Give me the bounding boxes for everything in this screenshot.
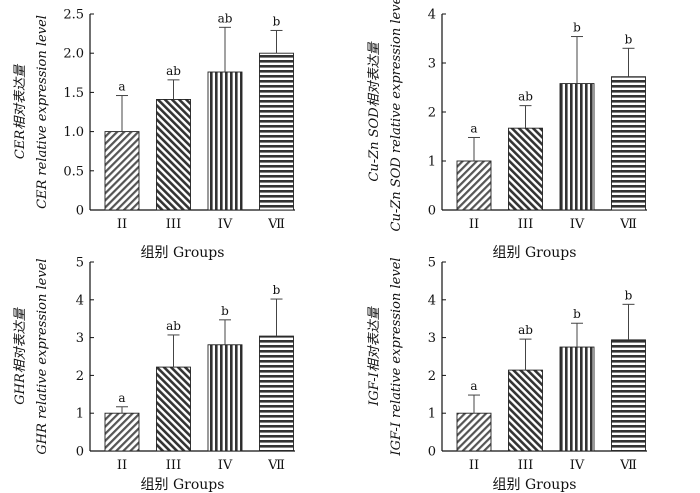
- y-tick-label: 4: [428, 293, 436, 308]
- x-tick-label: IV: [570, 217, 585, 232]
- x-tick-label: III: [166, 217, 181, 232]
- y-tick-label: 2.5: [63, 8, 84, 23]
- significance-label: b: [573, 307, 581, 321]
- y-tick-label: 0: [76, 445, 84, 460]
- significance-label: ab: [166, 319, 181, 333]
- y-axis-label: IGF-Ⅰ相对表达量: [367, 305, 382, 406]
- bar-2: [508, 127, 543, 211]
- chart-panel-1: 0 0.5 1.0 1.5 2.0 2.5 a II ab III ab IV b Ⅶ 组别 Groups C…: [13, 8, 295, 261]
- y-axis-label: Cu-Zn SOD relative expression level: [389, 0, 404, 231]
- y-tick-label: 1: [428, 155, 436, 170]
- y-tick-label: 0: [76, 204, 84, 219]
- y-axis-label: CER relative expression level: [35, 15, 50, 209]
- significance-label: b: [625, 288, 633, 302]
- bar-4: [611, 76, 646, 211]
- y-tick-label: 4: [428, 8, 436, 23]
- significance-label: b: [573, 21, 581, 35]
- y-tick-label: 1.0: [63, 125, 84, 140]
- x-tick-label: Ⅶ: [619, 458, 637, 473]
- significance-label: a: [118, 391, 125, 405]
- x-axis-label: 组别 Groups: [141, 245, 225, 261]
- significance-label: b: [273, 14, 281, 28]
- bar-2: [156, 99, 191, 211]
- y-axis-label: CER相对表达量: [13, 63, 28, 159]
- chart-panel-4: 0 1 2 3 4 5 a II ab III b IV b Ⅶ 组别 Groups IGF-Ⅰ相对表达量 IG…: [367, 256, 647, 493]
- x-tick-label: III: [518, 217, 533, 232]
- y-axis-label: GHR relative expression level: [35, 258, 50, 454]
- x-axis-label: 组别 Groups: [493, 477, 577, 493]
- y-tick-label: 0: [428, 204, 436, 219]
- x-tick-label: Ⅶ: [267, 458, 285, 473]
- chart-panel-3: 0 1 2 3 4 5 a II ab III b IV b Ⅶ 组别 Groups GHR相对表达量 GHR …: [13, 256, 295, 493]
- bar-3: [207, 344, 243, 452]
- x-axis-label: 组别 Groups: [493, 245, 577, 261]
- y-tick-label: 2: [428, 369, 436, 384]
- y-tick-label: 1.5: [63, 86, 84, 101]
- x-tick-label: III: [166, 458, 181, 473]
- chart-panel-2: 0 1 2 3 4 a II ab III b IV b Ⅶ 组别 Groups Cu-Zn SOD相对表达…: [367, 0, 647, 261]
- x-tick-label: IV: [218, 458, 233, 473]
- bar-3: [207, 71, 243, 211]
- significance-label: a: [470, 121, 477, 135]
- x-tick-label: II: [469, 217, 479, 232]
- bar-2: [156, 366, 191, 452]
- y-tick-label: 2: [76, 369, 84, 384]
- x-tick-label: Ⅶ: [619, 217, 637, 232]
- y-tick-label: 5: [428, 256, 436, 271]
- significance-label: a: [118, 80, 125, 94]
- y-tick-label: 5: [76, 256, 84, 271]
- x-axis-label: 组别 Groups: [141, 477, 225, 493]
- x-tick-label: Ⅶ: [267, 217, 285, 232]
- x-tick-label: II: [469, 458, 479, 473]
- y-tick-label: 2.0: [63, 47, 84, 62]
- bar-4: [259, 52, 294, 211]
- bar-1: [104, 412, 140, 452]
- y-tick-label: 1: [76, 407, 84, 422]
- x-tick-label: II: [117, 217, 127, 232]
- y-tick-label: 0.5: [63, 164, 84, 179]
- bar-4: [611, 339, 646, 452]
- y-axis-label: Cu-Zn SOD相对表达量: [367, 40, 382, 181]
- bar-4: [259, 335, 294, 452]
- x-tick-label: II: [117, 458, 127, 473]
- y-tick-label: 4: [76, 293, 84, 308]
- bar-1: [456, 160, 492, 211]
- bar-1: [456, 412, 492, 452]
- y-tick-label: 2: [428, 106, 436, 121]
- significance-label: a: [470, 379, 477, 393]
- y-tick-label: 3: [76, 331, 84, 346]
- y-axis-label: GHR相对表达量: [13, 306, 28, 405]
- y-tick-label: 1: [428, 407, 436, 422]
- bar-2: [508, 369, 543, 452]
- significance-label: ab: [166, 64, 181, 78]
- y-tick-label: 0: [428, 445, 436, 460]
- bar-3: [559, 346, 595, 452]
- y-tick-label: 3: [428, 331, 436, 346]
- x-tick-label: IV: [218, 217, 233, 232]
- x-tick-label: IV: [570, 458, 585, 473]
- bar-1: [104, 131, 140, 211]
- y-axis-label: IGF-Ⅰ relative expression level: [389, 257, 404, 456]
- significance-label: ab: [218, 11, 233, 25]
- y-tick-label: 3: [428, 57, 436, 72]
- significance-label: ab: [518, 323, 533, 337]
- bar-3: [559, 83, 595, 211]
- significance-label: b: [625, 32, 633, 46]
- x-tick-label: III: [518, 458, 533, 473]
- significance-label: b: [221, 304, 229, 318]
- significance-label: b: [273, 283, 281, 297]
- significance-label: ab: [518, 90, 533, 104]
